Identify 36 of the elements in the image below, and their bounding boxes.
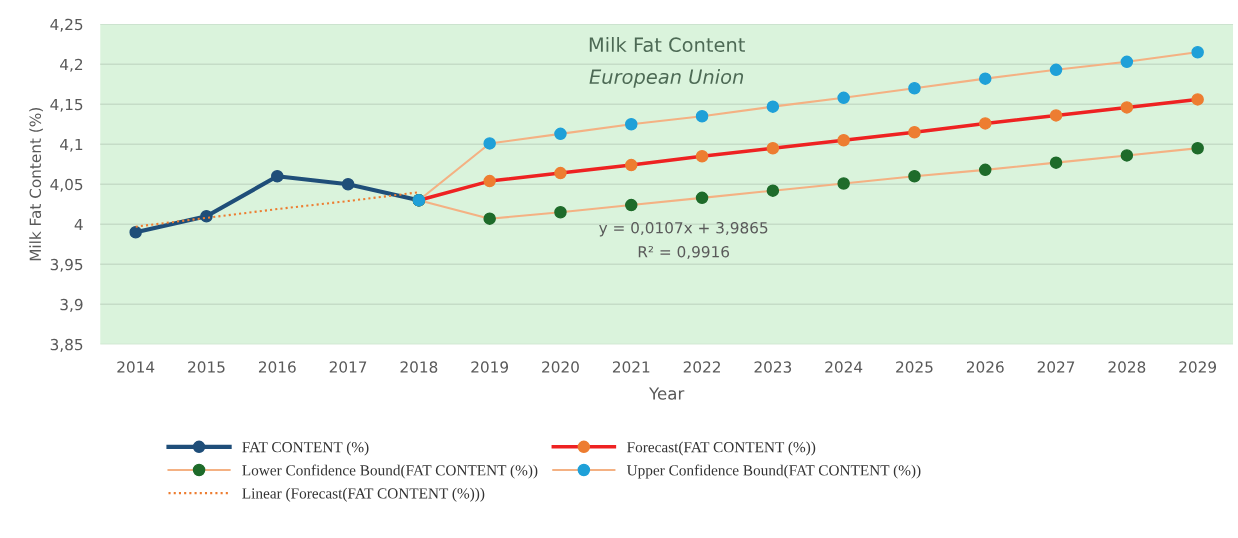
x-tick-label: 2019 (471, 361, 509, 373)
y-tick-label: 3,95 (50, 258, 83, 272)
x-tick-label: 2021 (612, 361, 650, 373)
x-tick-label: 2028 (1108, 361, 1146, 373)
y-tick-label: 3,9 (60, 298, 83, 312)
x-tick-label: 2020 (542, 361, 579, 373)
x-tick-label: 2014 (117, 361, 155, 373)
x-tick-label: 2016 (258, 361, 296, 373)
x-tick-label: 2015 (188, 361, 225, 373)
x-tick-label: 2018 (400, 361, 438, 373)
y-tick-label: 4 (74, 218, 83, 231)
text: European Union (589, 69, 744, 88)
x-tick-label: 2027 (1037, 361, 1075, 373)
x-tick-label: 2023 (754, 361, 792, 373)
x-tick-label: 2029 (1179, 361, 1217, 373)
x-axis-title: Year (648, 387, 685, 400)
y-tick-label: 4,05 (50, 178, 83, 192)
legend-label: FAT CONTENT (%) (242, 441, 369, 456)
x-tick-label: 2025 (896, 361, 933, 373)
y-tick-label: 4,25 (50, 18, 83, 32)
legend-label: Upper Confidence Bound(FAT CONTENT (%)) (626, 464, 921, 479)
y-tick-label: 4,15 (50, 98, 83, 112)
y-tick-label: 4,1 (60, 138, 83, 152)
y-tick-label: 3,85 (50, 338, 83, 352)
legend-label: Forecast(FAT CONTENT (%)) (627, 441, 816, 456)
x-tick-label: 2024 (825, 361, 863, 373)
y-tick-label: 4,2 (60, 58, 83, 72)
legend-label: Lower Confidence Bound(FAT CONTENT (%)) (242, 464, 538, 479)
y-axis-title: Milk Fat Content (%) (29, 108, 43, 261)
legend-label: Linear (Forecast(FAT CONTENT (%))) (242, 487, 485, 502)
x-tick-label: 2017 (329, 361, 367, 373)
text: Milk Fat Content (589, 37, 745, 53)
annotation: R² = 0,9916 (638, 245, 730, 260)
x-tick-label: 2026 (966, 361, 1004, 373)
annotation: y = 0,0107x + 3,9865 (599, 221, 768, 237)
x-tick-label: 2022 (683, 361, 720, 373)
